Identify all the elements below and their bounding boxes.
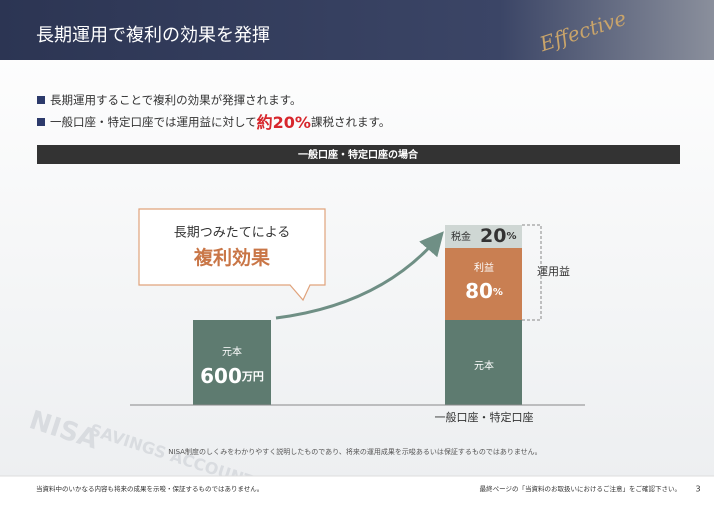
- amount: 80: [465, 279, 493, 303]
- segment-amount: 80%: [465, 279, 503, 303]
- growth-arrow: [275, 231, 444, 320]
- section-bar: [37, 145, 680, 164]
- principal-bar: [193, 320, 271, 405]
- header-bar: [0, 0, 714, 60]
- highlight: 約20%: [257, 113, 311, 132]
- section-title: 一般口座・特定口座の場合: [298, 148, 419, 161]
- unit: %: [493, 287, 503, 298]
- unit: 万円: [241, 370, 264, 383]
- bullet-marker: [37, 96, 45, 104]
- footer-right: 最終ページの「当資料のお取扱いにおけるご注意」をご確認下さい。: [480, 484, 681, 493]
- profit-segment: [445, 248, 522, 320]
- callout-box: [138, 208, 326, 302]
- amount: 600: [200, 364, 242, 388]
- segment-label: 利益: [474, 261, 494, 274]
- x-label: 一般口座・特定口座: [435, 410, 534, 424]
- bullet-text: 課税されます。: [311, 115, 390, 129]
- segment-label: 元本: [474, 359, 494, 372]
- bar-label: 元本: [222, 345, 242, 358]
- segment-amount: 20%: [480, 225, 516, 247]
- note: NISA制度のしくみをわかりやすく説明したものであり、将来の運用成果を示唆あるい…: [168, 447, 541, 456]
- bullet-marker: [37, 118, 45, 126]
- segment-label: 税金: [451, 230, 471, 243]
- unit: %: [506, 231, 516, 242]
- bullet-text: 長期運用することで複利の効果が発揮されます。: [50, 93, 302, 107]
- bullet-text: 一般口座・特定口座では運用益に対して約20%課税されます。: [50, 113, 390, 132]
- principal-segment: [445, 320, 522, 405]
- bar-amount: 600万円: [200, 364, 264, 388]
- bracket-label: 運用益: [537, 264, 570, 278]
- footer: [0, 476, 714, 507]
- amount: 20: [480, 225, 506, 247]
- bullet-text: 一般口座・特定口座では運用益に対して: [50, 115, 257, 129]
- tax-segment: [445, 225, 522, 248]
- header-title: 長期運用で複利の効果を発揮: [36, 25, 270, 46]
- page-number: 3: [695, 485, 700, 494]
- footer-left: 当資料中のいかなる内容も将来の成果を示唆・保証するものではありません。: [36, 484, 263, 493]
- callout-text: 長期つみたてによる: [174, 226, 291, 241]
- bracket: [522, 224, 542, 321]
- callout-highlight: 複利効果: [193, 246, 270, 269]
